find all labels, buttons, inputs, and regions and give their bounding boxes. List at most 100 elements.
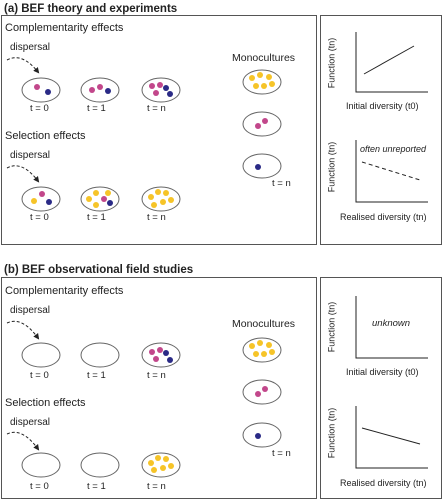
dispersal-arrow	[6, 165, 40, 183]
time-label-tn: t = n	[147, 370, 166, 381]
species-dot-yellow	[160, 465, 166, 471]
complementarity-label: Complementarity effects	[5, 285, 124, 297]
graph-bottom-xlabel: Realised diversity (tn)	[340, 212, 427, 222]
panel-b-heading: (b) BEF observational field studies	[4, 264, 194, 276]
graph-top-xlabel: Initial diversity (t0)	[346, 367, 419, 377]
graph-top-annotation: unknown	[372, 318, 411, 329]
community-ellipse	[80, 452, 120, 478]
species-dot-yellow	[269, 81, 275, 87]
graph-top-xlabel: Initial diversity (t0)	[346, 101, 419, 111]
species-dot-yellow	[155, 455, 161, 461]
species-dot-navy	[45, 89, 51, 95]
time-label-t1: t = 1	[87, 212, 106, 223]
species-dot-navy	[46, 199, 52, 205]
time-label-t1: t = 1	[87, 103, 106, 114]
species-dot-yellow	[261, 83, 267, 89]
panel-a-graph-box	[320, 15, 442, 245]
species-dot-yellow	[163, 456, 169, 462]
mono-time-label: t = n	[272, 178, 291, 189]
monoculture-ellipse	[242, 379, 282, 405]
species-dot-pink	[153, 90, 159, 96]
species-dot-pink	[97, 84, 103, 90]
species-dot-pink	[34, 84, 40, 90]
dispersal-label: dispersal	[10, 417, 51, 428]
complementarity-label: Complementarity effects	[5, 22, 124, 34]
species-dot-yellow	[163, 190, 169, 196]
community-ellipse	[80, 342, 120, 368]
species-dot-yellow	[155, 189, 161, 195]
species-dot-yellow	[86, 196, 92, 202]
species-dot-navy	[167, 91, 173, 97]
species-dot-yellow	[148, 460, 154, 466]
monocultures-label: Monocultures	[232, 52, 296, 64]
species-dot-yellow	[168, 197, 174, 203]
selection-label: Selection effects	[5, 397, 86, 409]
trend-line-negative-dashed	[361, 161, 421, 181]
dispersal-label: dispersal	[10, 150, 51, 161]
species-dot-yellow	[266, 74, 272, 80]
time-label-t1: t = 1	[87, 481, 106, 492]
graph-bottom-xlabel: Realised diversity (tn)	[340, 478, 427, 488]
species-dot-pink	[255, 123, 261, 129]
time-label-t0: t = 0	[30, 212, 49, 223]
species-dot-yellow	[93, 190, 99, 196]
species-dot-yellow	[160, 199, 166, 205]
species-dot-yellow	[249, 75, 255, 81]
community-ellipse	[141, 77, 181, 103]
species-dot-yellow	[151, 202, 157, 208]
dispersal-arrow	[6, 320, 40, 340]
community-ellipse	[21, 452, 61, 478]
time-label-t1: t = 1	[87, 370, 106, 381]
species-dot-yellow	[148, 194, 154, 200]
species-dot-pink	[262, 118, 268, 124]
species-dot-pink	[153, 356, 159, 362]
graph-axes	[355, 406, 428, 469]
species-dot-yellow	[257, 340, 263, 346]
species-dot-navy	[163, 85, 169, 91]
selection-label: Selection effects	[5, 130, 86, 142]
community-ellipse	[21, 77, 61, 103]
monoculture-ellipse	[242, 153, 282, 179]
species-dot-yellow	[151, 467, 157, 473]
monoculture-ellipse	[242, 422, 282, 448]
community-ellipse	[141, 342, 181, 368]
community-ellipse	[141, 452, 181, 478]
community-ellipse	[21, 342, 61, 368]
species-dot-navy	[163, 350, 169, 356]
graph-axes	[355, 296, 428, 359]
species-dot-pink	[157, 82, 163, 88]
species-dot-yellow	[257, 72, 263, 78]
species-dot-navy	[255, 164, 261, 170]
dispersal-arrow	[6, 57, 40, 74]
time-label-tn: t = n	[147, 212, 166, 223]
species-dot-yellow	[261, 351, 267, 357]
species-dot-yellow	[249, 343, 255, 349]
trend-line-negative	[361, 427, 421, 445]
graph-bottom-annotation: often unreported	[360, 144, 427, 154]
species-dot-pink	[262, 386, 268, 392]
species-dot-yellow	[93, 202, 99, 208]
time-label-t0: t = 0	[30, 103, 49, 114]
species-dot-pink	[101, 196, 107, 202]
species-dot-yellow	[168, 463, 174, 469]
dispersal-label: dispersal	[10, 42, 51, 53]
time-label-tn: t = n	[147, 103, 166, 114]
monoculture-ellipse	[242, 111, 282, 137]
time-label-tn: t = n	[147, 481, 166, 492]
species-dot-yellow	[31, 198, 37, 204]
species-dot-yellow	[266, 342, 272, 348]
species-dot-yellow	[253, 351, 259, 357]
species-dot-navy	[107, 200, 113, 206]
species-dot-navy	[167, 357, 173, 363]
time-label-t0: t = 0	[30, 481, 49, 492]
time-label-t0: t = 0	[30, 370, 49, 381]
species-dot-navy	[105, 88, 111, 94]
graph-axes	[355, 140, 428, 203]
species-dot-pink	[255, 391, 261, 397]
species-dot-yellow	[105, 190, 111, 196]
graph-axes	[355, 32, 428, 93]
species-dot-yellow	[253, 83, 259, 89]
species-dot-pink	[89, 87, 95, 93]
species-dot-pink	[39, 191, 45, 197]
